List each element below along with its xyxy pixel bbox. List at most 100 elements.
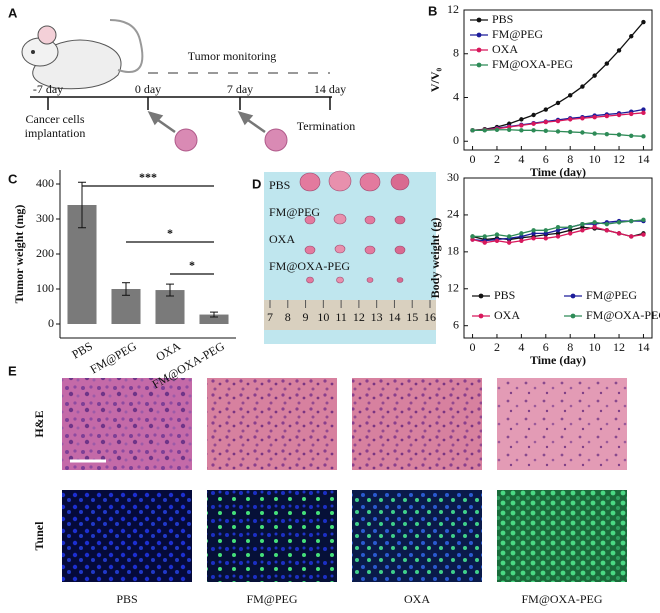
timepoint: 14 day — [314, 82, 346, 96]
timepoint: -7 day — [33, 82, 63, 96]
histology-image — [62, 378, 192, 470]
ruler-number: 16 — [424, 310, 436, 324]
data-point — [641, 134, 646, 139]
data-point — [506, 127, 512, 132]
data-point — [482, 128, 487, 133]
histology-image — [352, 490, 482, 582]
data-point — [580, 130, 585, 135]
y-axis-label: Tumor weight (mg) — [12, 205, 26, 304]
data-point — [543, 231, 548, 236]
data-point — [555, 234, 561, 239]
data-point — [616, 220, 622, 225]
panel-label: B — [428, 3, 437, 18]
data-point — [592, 225, 597, 230]
data-point — [543, 107, 548, 112]
y-tick-label: 0 — [453, 133, 459, 147]
data-point — [629, 111, 634, 117]
column-label: OXA — [404, 592, 430, 606]
x-tick-label: 10 — [589, 340, 601, 354]
column-label: FM@OXA-PEG — [521, 592, 602, 606]
x-tick-label: 10 — [589, 152, 601, 166]
data-point — [543, 128, 548, 134]
monitoring-label: Tumor monitoring — [188, 49, 277, 63]
data-point — [629, 218, 634, 224]
row-label: H&E — [32, 410, 46, 437]
timepoint: 0 day — [135, 82, 161, 96]
x-tick-label: 6 — [543, 340, 549, 354]
y-tick-label: 4 — [453, 89, 459, 103]
column-label: PBS — [116, 592, 137, 606]
histology-image — [207, 490, 337, 582]
ruler-number: 7 — [267, 310, 273, 324]
x-tick-label: 14 — [637, 340, 649, 354]
data-point — [531, 231, 536, 236]
y-tick-label: 300 — [36, 211, 54, 225]
data-point — [629, 234, 634, 239]
data-point — [519, 117, 524, 122]
y-tick-label: 24 — [447, 207, 459, 221]
data-point — [616, 48, 622, 53]
y-tick-label: 400 — [36, 176, 54, 190]
data-point — [641, 107, 646, 112]
histology-image — [497, 490, 627, 582]
data-point — [616, 132, 622, 137]
panel-label: E — [8, 363, 17, 378]
x-tick-label: 0 — [470, 340, 476, 354]
histology-image — [352, 378, 482, 470]
legend-label: FM@OXA-PEG — [586, 308, 660, 322]
significance-label: * — [189, 258, 195, 272]
y-tick-label: 6 — [453, 317, 459, 331]
data-point — [494, 232, 500, 237]
legend-label: FM@OXA-PEG — [492, 57, 573, 71]
data-point — [641, 217, 646, 223]
data-point — [580, 221, 585, 227]
data-point — [519, 123, 524, 128]
legend-marker — [476, 17, 482, 23]
data-point — [555, 129, 561, 134]
data-point — [543, 236, 548, 241]
data-point — [555, 225, 561, 230]
ruler-number: 13 — [371, 310, 383, 324]
legend-label: OXA — [494, 308, 520, 322]
ruler-number: 15 — [406, 310, 418, 324]
y-axis-label: V/V₀ — [428, 67, 442, 92]
x-tick-label: 8 — [567, 152, 573, 166]
histology-image — [207, 378, 337, 470]
data-point — [592, 220, 597, 225]
data-point — [555, 231, 561, 236]
legend-marker — [478, 313, 484, 319]
data-point — [629, 133, 634, 138]
legend-label: FM@PEG — [586, 288, 637, 302]
x-tick-label: FM@PEG — [88, 339, 140, 377]
panel-label: D — [252, 176, 261, 191]
legend-label: PBS — [492, 12, 513, 26]
tumors — [299, 170, 410, 284]
plot-frame — [463, 9, 653, 151]
ruler-number: 10 — [317, 310, 329, 324]
y-tick-label: 0 — [48, 316, 54, 330]
ruler-number: 8 — [285, 310, 291, 324]
data-point — [616, 231, 622, 236]
group-label: PBS — [269, 178, 290, 192]
timeline-ticks — [47, 97, 331, 110]
data-point — [531, 121, 536, 126]
end-label: Termination — [297, 119, 355, 133]
data-point — [543, 228, 548, 233]
ruler-number: 12 — [353, 310, 365, 324]
data-point — [506, 240, 512, 245]
data-point — [568, 225, 573, 230]
panel-label: A — [8, 5, 18, 20]
ruler-number: 11 — [335, 310, 347, 324]
data-point — [580, 84, 585, 89]
x-tick-label: 6 — [543, 152, 549, 166]
data-point — [641, 232, 646, 237]
significance-label: * — [167, 226, 173, 240]
data-point — [568, 93, 573, 98]
x-axis-label: Time (day) — [530, 165, 586, 179]
data-point — [568, 117, 573, 122]
x-tick-label: 4 — [518, 340, 524, 354]
y-tick-label: 200 — [36, 246, 54, 260]
y-tick-label: 8 — [453, 46, 459, 60]
significance-label: *** — [139, 170, 157, 184]
